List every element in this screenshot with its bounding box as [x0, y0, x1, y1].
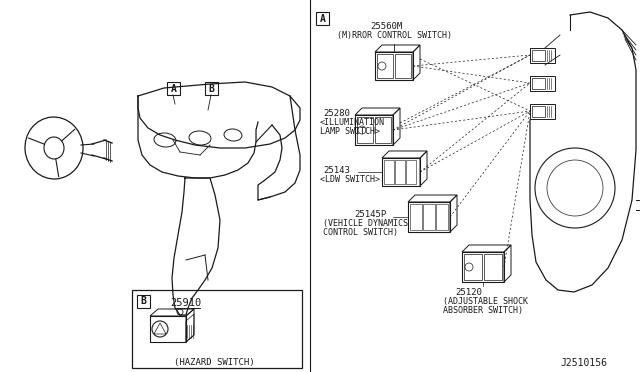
Text: 25120: 25120	[455, 288, 482, 297]
Bar	[395, 160, 405, 184]
Text: 25560M: 25560M	[370, 22, 403, 31]
Bar	[423, 204, 435, 230]
Text: 25145P: 25145P	[354, 210, 387, 219]
Bar	[132, 290, 302, 368]
Text: <ILLUMINATION: <ILLUMINATION	[320, 118, 385, 127]
Bar	[167, 82, 180, 95]
Text: CONTROL SWITCH): CONTROL SWITCH)	[323, 228, 398, 237]
Bar	[464, 254, 482, 280]
Text: 25910: 25910	[170, 298, 201, 308]
Bar	[436, 204, 448, 230]
Bar	[205, 82, 218, 95]
Bar	[355, 115, 393, 145]
Bar	[532, 78, 545, 89]
Bar	[408, 202, 450, 232]
Bar	[406, 160, 416, 184]
Text: (ADJUSTABLE SHOCK: (ADJUSTABLE SHOCK	[443, 297, 528, 306]
Text: 25280: 25280	[323, 109, 350, 118]
Bar	[484, 254, 502, 280]
Bar	[530, 48, 555, 63]
Text: A: A	[319, 13, 325, 23]
Text: B: B	[209, 83, 214, 93]
Bar	[377, 54, 393, 78]
Text: <LDW SWITCH>: <LDW SWITCH>	[320, 175, 380, 184]
Bar	[395, 54, 411, 78]
Bar	[375, 52, 413, 80]
Text: (M)RROR CONTROL SWITCH): (M)RROR CONTROL SWITCH)	[337, 31, 452, 40]
Text: 25143: 25143	[323, 166, 350, 175]
Bar	[137, 295, 150, 308]
Bar	[150, 316, 186, 342]
Text: (VEHICLE DYNAMICS: (VEHICLE DYNAMICS	[323, 219, 408, 228]
Bar	[410, 204, 422, 230]
Bar	[375, 117, 391, 143]
Bar	[530, 76, 555, 91]
Text: A: A	[171, 83, 177, 93]
Bar	[382, 158, 420, 186]
Bar	[357, 117, 373, 143]
Text: (HAZARD SWITCH): (HAZARD SWITCH)	[174, 358, 255, 367]
Text: B: B	[141, 296, 147, 307]
Bar	[532, 106, 545, 117]
Bar	[462, 252, 504, 282]
Text: J2510156: J2510156	[560, 358, 607, 368]
Bar	[532, 50, 545, 61]
Text: LAMP SWITCH>: LAMP SWITCH>	[320, 127, 380, 136]
Text: ABSORBER SWITCH): ABSORBER SWITCH)	[443, 306, 523, 315]
Bar	[530, 104, 555, 119]
Bar	[316, 12, 329, 25]
Bar	[384, 160, 394, 184]
